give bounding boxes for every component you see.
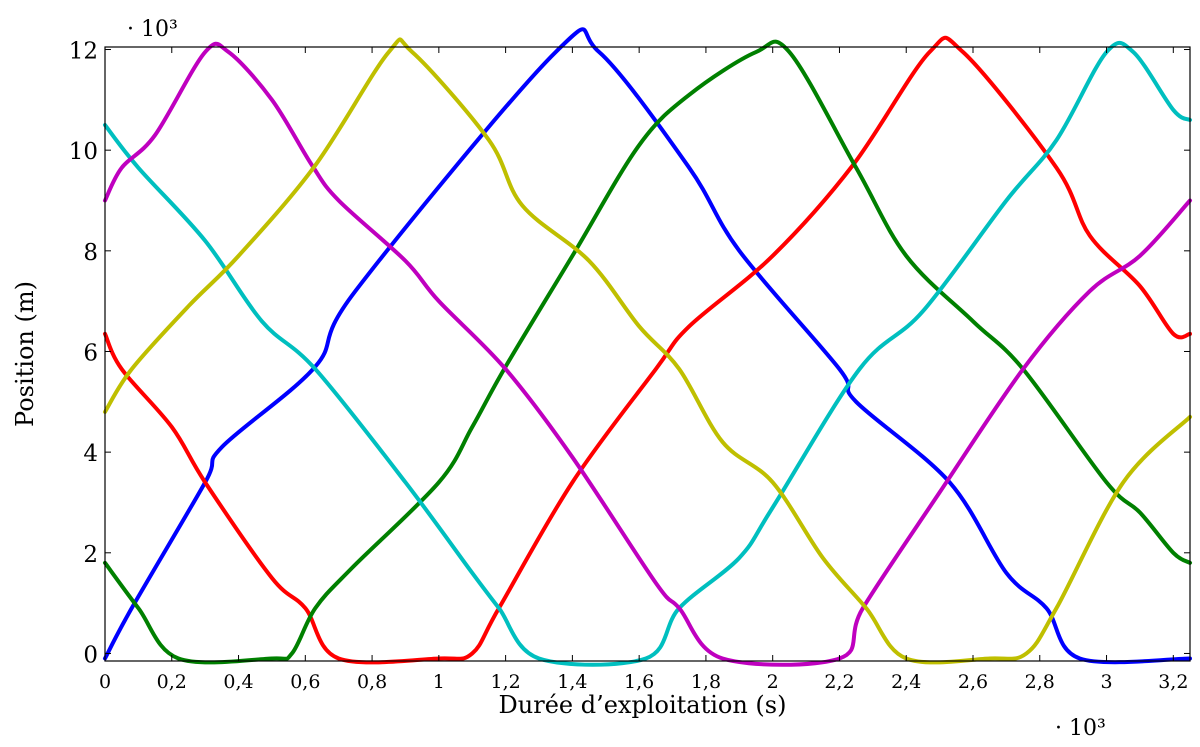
series-line-2 (103, 35, 1192, 665)
x-tick-label: 0,2 (157, 671, 187, 693)
y-tick-label: 10 (69, 139, 98, 165)
series-layer (103, 27, 1192, 667)
y-tick-label: 2 (83, 542, 98, 568)
x-tick-label: 1,2 (491, 671, 521, 693)
x-tick-label: 1,8 (691, 671, 721, 693)
x-multiplier-label: · 10³ (1055, 716, 1106, 741)
y-axis: 0 2 4 6 8 10 12 (69, 39, 1190, 668)
y-tick-label: 0 (83, 642, 98, 668)
x-tick-label: 1,6 (624, 671, 654, 693)
series-line-5 (103, 41, 1192, 667)
x-tick-label: 2,4 (891, 671, 921, 693)
x-axis-label: Durée d’exploitation (s) (499, 691, 787, 719)
x-tick-label: 0,6 (290, 671, 320, 693)
x-tick-label: 2 (767, 671, 779, 693)
x-tick-label: 0,4 (223, 671, 253, 693)
series-line-6 (103, 37, 1192, 665)
y-tick-label: 6 (83, 340, 98, 366)
x-tick-label: 2,8 (1025, 671, 1055, 693)
x-tick-label: 1,4 (557, 671, 587, 693)
y-tick-label: 8 (83, 240, 98, 266)
y-tick-label: 12 (69, 39, 98, 65)
plot-area (103, 27, 1192, 667)
series-line-1 (103, 27, 1192, 665)
x-tick-label: 0,8 (357, 671, 387, 693)
y-tick-label: 4 (83, 441, 98, 467)
y-multiplier-label: · 10³ (127, 17, 178, 42)
x-tick-label: 2,2 (824, 671, 854, 693)
x-tick-label: 0 (99, 671, 111, 693)
x-tick-label: 1 (433, 671, 445, 693)
plot-frame (104, 46, 1191, 662)
x-tick-label: 2,6 (958, 671, 988, 693)
y-axis-label: Position (m) (11, 281, 39, 427)
x-tick-label: 3,2 (1158, 671, 1188, 693)
x-tick-label: 3 (1100, 671, 1112, 693)
series-line-3 (103, 39, 1192, 665)
x-axis: 0 0,2 0,4 0,6 0,8 1 1,2 1,4 1,6 1,8 2 2,2 2,4 2,6 2,8 3… (99, 47, 1188, 693)
